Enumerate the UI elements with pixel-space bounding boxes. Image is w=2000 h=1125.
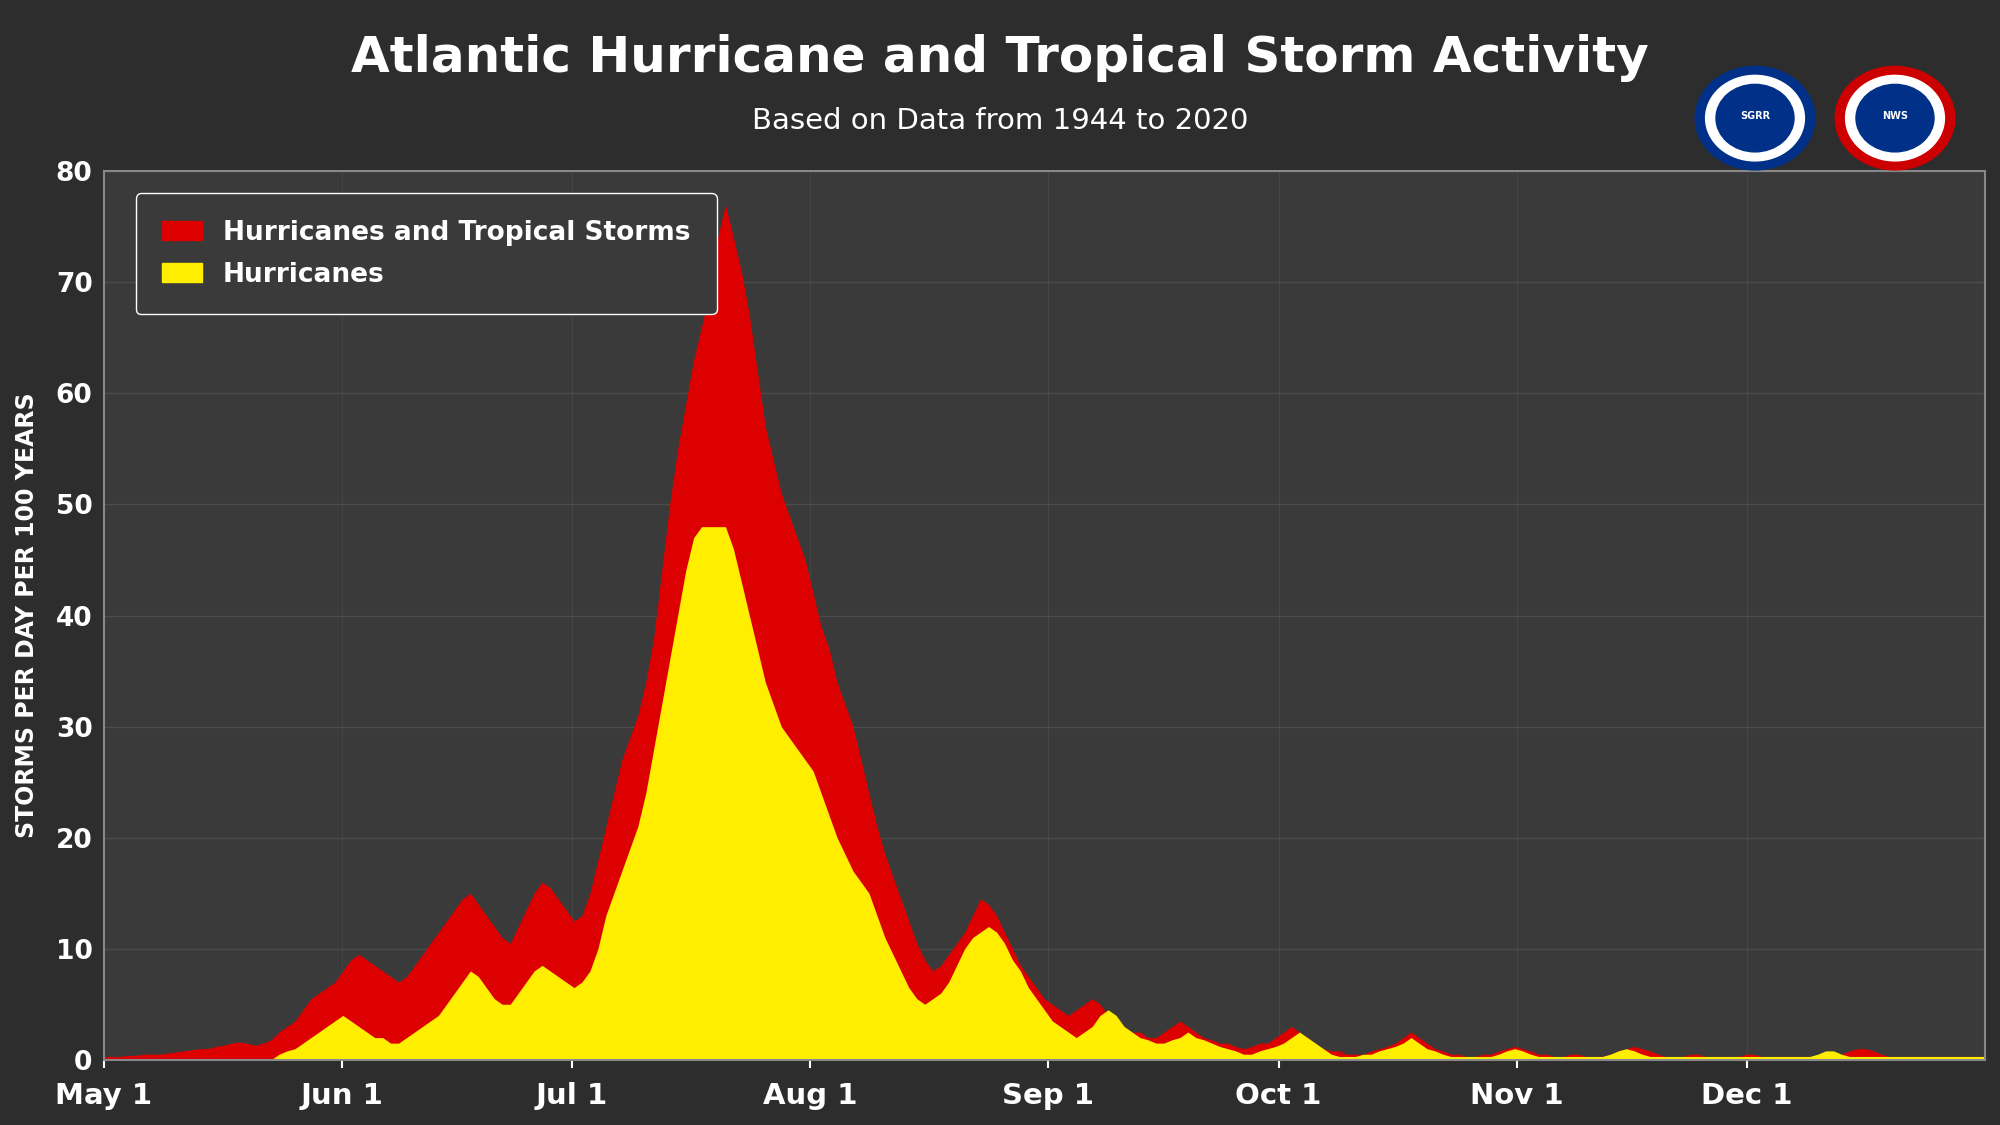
Circle shape [1836, 66, 1954, 170]
Circle shape [1846, 75, 1944, 161]
Circle shape [1696, 66, 1814, 170]
Text: Based on Data from 1944 to 2020: Based on Data from 1944 to 2020 [752, 107, 1248, 135]
Circle shape [1706, 75, 1804, 161]
Text: NWS: NWS [1882, 111, 1908, 120]
Legend: Hurricanes and Tropical Storms, Hurricanes: Hurricanes and Tropical Storms, Hurrican… [136, 193, 716, 314]
Circle shape [1856, 84, 1934, 152]
Text: Atlantic Hurricane and Tropical Storm Activity: Atlantic Hurricane and Tropical Storm Ac… [352, 34, 1648, 82]
Circle shape [1716, 84, 1794, 152]
Text: SGRR: SGRR [1740, 111, 1770, 120]
Y-axis label: STORMS PER DAY PER 100 YEARS: STORMS PER DAY PER 100 YEARS [14, 393, 40, 838]
